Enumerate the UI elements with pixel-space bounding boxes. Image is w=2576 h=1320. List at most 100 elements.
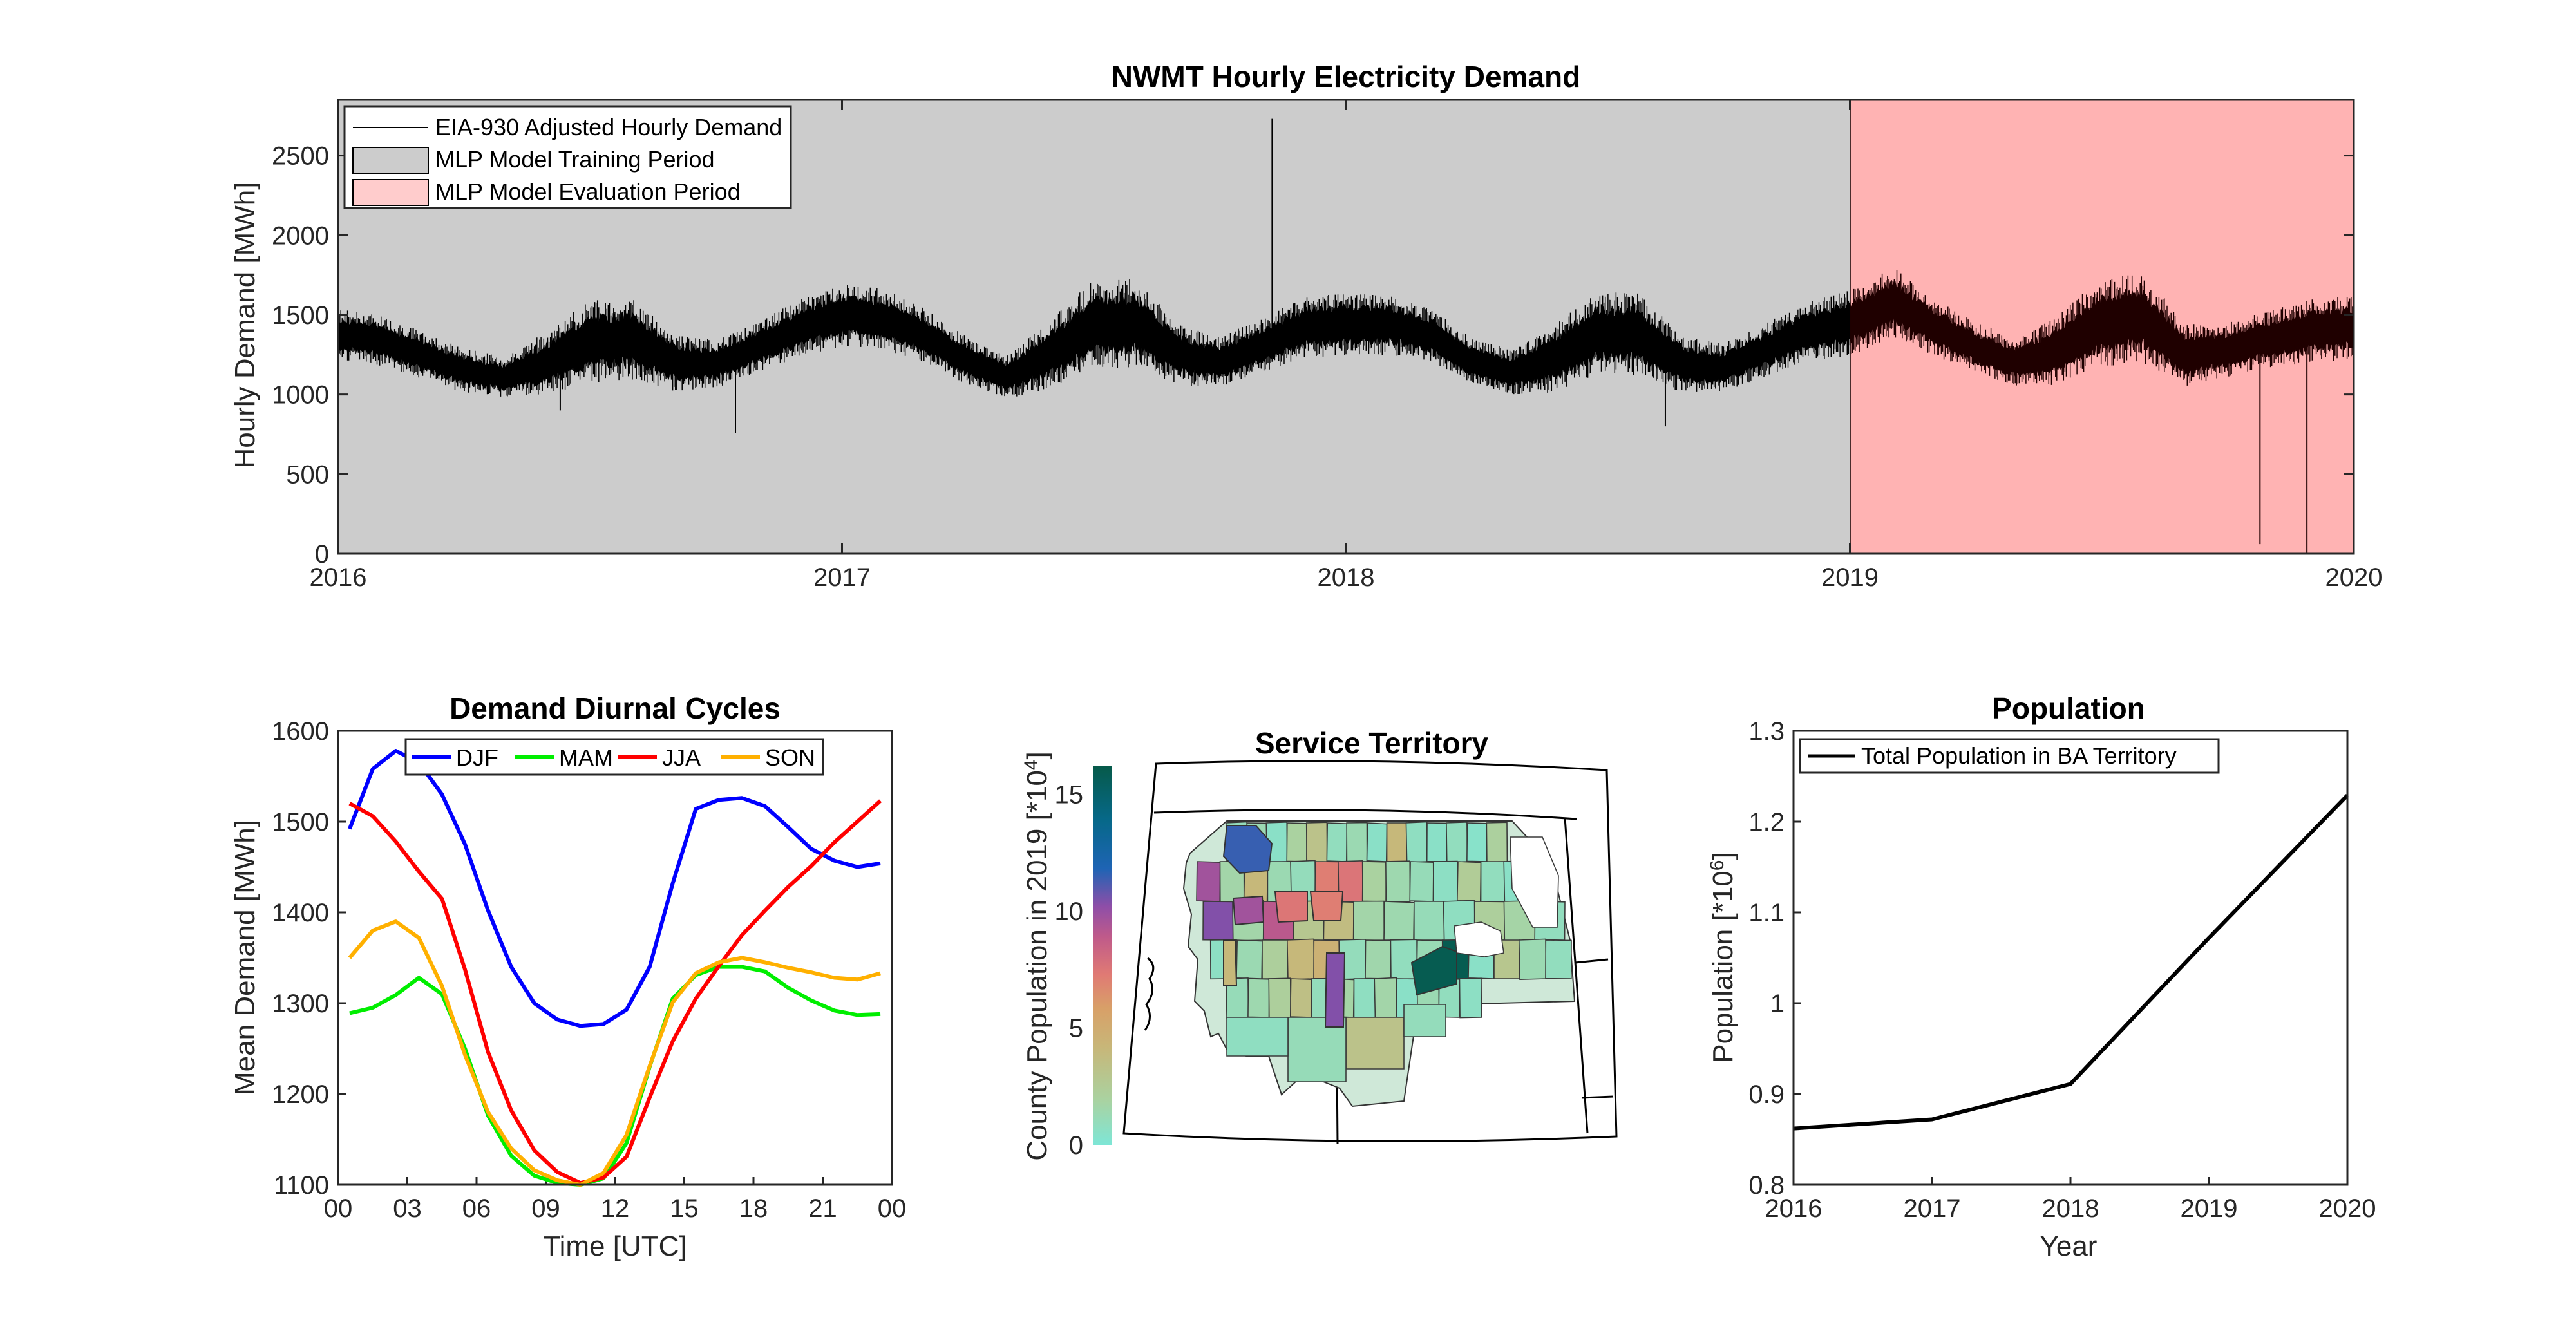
legend-entry-mam: MAM [559, 744, 613, 771]
county [1446, 821, 1468, 863]
colorbar-tick-label: 5 [1069, 1015, 1083, 1043]
diurnal-cycles-axes-box [337, 730, 893, 1186]
county [1326, 822, 1348, 862]
y-tick-label: 1000 [272, 381, 329, 410]
county [1480, 861, 1506, 902]
population-axes-box [1792, 730, 2349, 1186]
county-highlight [1324, 952, 1346, 1028]
county [1262, 939, 1289, 979]
series-line-son [348, 919, 881, 1187]
legend-evaluation-swatch [352, 179, 429, 206]
county [1361, 861, 1387, 902]
x-tick-label: 2017 [813, 563, 871, 592]
county [1345, 1017, 1405, 1070]
population-panel: Population 2016 2017 2018 2019 2020 0.8 0.9 1 1.… [1707, 692, 2376, 1262]
y-tick-label: 1300 [272, 990, 329, 1018]
y-tick-label: 1500 [272, 808, 329, 836]
county [1289, 978, 1312, 1018]
legend-entry-jja: JJA [662, 744, 701, 771]
y-tick-label: 0.8 [1748, 1171, 1785, 1200]
x-tick-label: 00 [878, 1194, 907, 1223]
population-series [1793, 794, 2349, 1131]
county [1374, 977, 1397, 1019]
population-legend: Total Population in BA Territory [1799, 738, 2220, 774]
y-tick-label: 500 [286, 460, 329, 489]
y-tick-label: 1.3 [1748, 717, 1785, 746]
county-highlight [1222, 825, 1273, 874]
county [1518, 938, 1547, 981]
unserved-area [1510, 836, 1559, 928]
x-tick-label: 06 [462, 1194, 491, 1223]
county [1405, 821, 1428, 863]
series-line-mam [349, 965, 881, 1187]
diurnal-cycles-title: Demand Diurnal Cycles [450, 692, 781, 725]
x-tick-label: 2019 [1821, 563, 1879, 592]
legend-entry-demand: EIA-930 Adjusted Hourly Demand [435, 114, 782, 140]
legend-entry-evaluation: MLP Model Evaluation Period [435, 178, 741, 205]
x-tick-label: 2019 [2181, 1194, 2238, 1223]
county [1365, 939, 1392, 979]
county-map [1182, 820, 1576, 1108]
hourly-demand-panel: NWMT Hourly Electricity Demand 2016 2017 2… [229, 60, 2382, 592]
hourly-demand-series [337, 100, 2354, 554]
y-tick-label: 1600 [272, 717, 329, 746]
evaluation-tint [1850, 100, 2354, 554]
map-coastline [1144, 957, 1155, 1031]
hourly-demand-ylabel: Hourly Demand [MWh] [229, 182, 261, 468]
county [1383, 901, 1415, 941]
y-tick-label: 1 [1770, 990, 1785, 1018]
hourly-demand-axes-box [337, 99, 2355, 555]
county [1353, 900, 1385, 941]
county [1545, 939, 1572, 979]
county [1353, 978, 1376, 1018]
service-territory-panel: Service Territory 0 5 10 15 County Populati… [1021, 726, 1618, 1161]
hourly-demand-ticks: 2016 2017 2018 2019 2020 0 500 1000 1500 2000 2500 [272, 100, 2382, 592]
county [1236, 939, 1263, 979]
map-inner-border [1153, 809, 1577, 820]
population-line [1793, 794, 2349, 1131]
y-tick-label: 1.2 [1748, 808, 1785, 836]
county [1385, 860, 1411, 903]
county [1286, 822, 1308, 862]
x-tick-label: 2020 [2319, 1194, 2376, 1223]
county-highlight [1274, 891, 1308, 923]
series-line-djf [348, 749, 881, 1028]
diurnal-cycles-series [348, 749, 882, 1187]
county [1268, 977, 1291, 1019]
x-tick-label: 12 [601, 1194, 630, 1223]
map-outline [1122, 760, 1618, 1142]
y-tick-label: 1500 [272, 301, 329, 330]
diurnal-cycles-xlabel: Time [UTC] [543, 1230, 687, 1262]
x-tick-label: 15 [670, 1194, 699, 1223]
x-tick-label: 2020 [2325, 563, 2383, 592]
x-tick-label: 21 [808, 1194, 837, 1223]
x-tick-label: 2016 [310, 563, 367, 592]
hourly-demand-legend: EIA-930 Adjusted Hourly Demand MLP Model… [343, 105, 792, 209]
y-tick-label: 0.9 [1748, 1080, 1785, 1109]
colorbar-ticks: 0 5 10 15 [1055, 781, 1084, 1160]
county [1432, 860, 1458, 903]
x-tick-label: 2017 [1904, 1194, 1961, 1223]
county [1366, 822, 1388, 862]
y-tick-label: 0 [315, 540, 329, 569]
population-ticks: 2016 2017 2018 2019 2020 0.8 0.9 1 1.1 1.2 1.3 [1748, 717, 2376, 1223]
legend-entry-son: SON [765, 744, 815, 771]
x-tick-label: 09 [531, 1194, 560, 1223]
x-tick-label: 00 [324, 1194, 353, 1223]
x-tick-label: 2016 [1765, 1194, 1823, 1223]
y-tick-label: 2000 [272, 222, 329, 250]
x-tick-label: 2018 [2042, 1194, 2099, 1223]
legend-box [1799, 738, 2220, 774]
service-territory-title: Service Territory [1255, 726, 1489, 760]
diurnal-cycles-legend: DJF MAM JJA SON [404, 738, 824, 776]
hourly-demand-title: NWMT Hourly Electricity Demand [1112, 60, 1580, 93]
y-tick-label: 1400 [272, 899, 329, 927]
population-title: Population [1992, 692, 2145, 725]
legend-entry-training: MLP Model Training Period [435, 146, 715, 173]
colorbar [1093, 766, 1112, 1145]
y-tick-label: 1.1 [1748, 899, 1785, 927]
county [1196, 861, 1221, 902]
county [1414, 901, 1445, 941]
county [1286, 938, 1315, 981]
colorbar-label: County Population in 2019 [*104] [1021, 751, 1053, 1161]
